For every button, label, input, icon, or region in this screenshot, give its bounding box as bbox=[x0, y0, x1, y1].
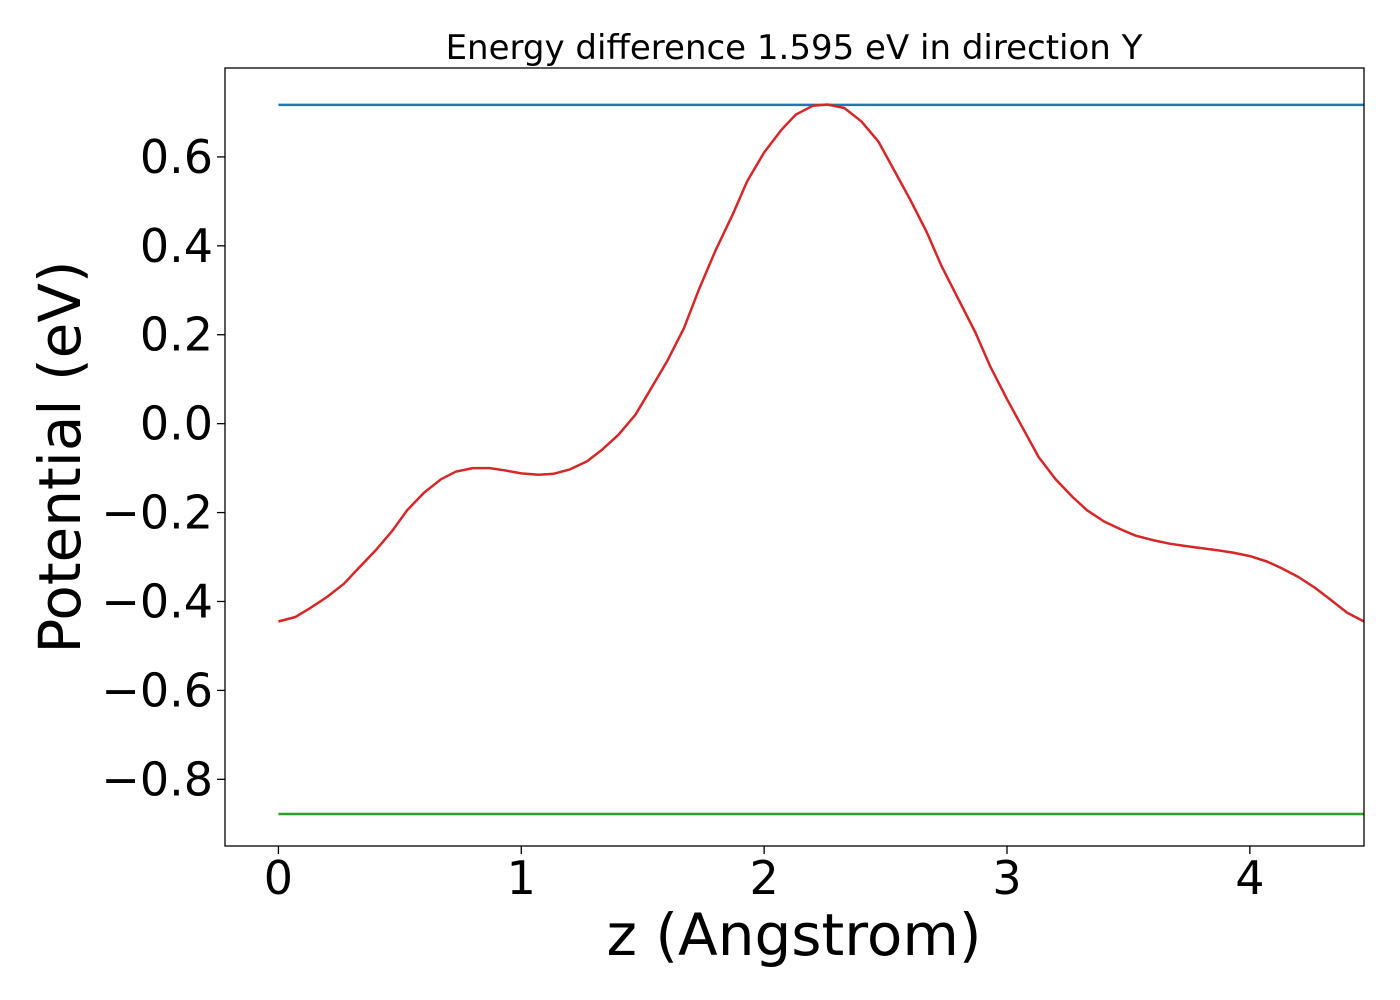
x-tick-label: 0 bbox=[264, 851, 293, 905]
y-tick-label: 0.4 bbox=[140, 219, 213, 273]
plot-frame bbox=[224, 67, 1365, 847]
x-tick-label: 1 bbox=[507, 851, 536, 905]
y-tick-label: −0.8 bbox=[101, 752, 213, 806]
y-tick-label: 0.0 bbox=[140, 397, 213, 451]
x-axis-ticks: 0 1 2 3 4 bbox=[264, 846, 1264, 905]
x-axis-label: z (Angstrom) bbox=[607, 901, 982, 969]
plot-lines bbox=[278, 103, 1365, 816]
x-tick-label: 2 bbox=[750, 851, 779, 905]
chart-title: Energy difference 1.595 eV in direction … bbox=[446, 28, 1143, 68]
y-tick-label: −0.4 bbox=[101, 574, 213, 628]
series-line-1 bbox=[278, 103, 1365, 623]
y-tick-label: −0.2 bbox=[101, 486, 213, 540]
y-axis-ticks: 0.6 0.4 0.2 0.0 −0.2 −0.4 −0.6 −0.8 bbox=[101, 130, 225, 806]
y-tick-label: −0.6 bbox=[101, 663, 213, 717]
y-tick-label: 0.2 bbox=[140, 308, 213, 362]
x-tick-label: 3 bbox=[992, 851, 1021, 905]
y-tick-label: 0.6 bbox=[140, 130, 213, 184]
x-tick-label: 4 bbox=[1235, 851, 1264, 905]
y-axis-label: Potential (eV) bbox=[26, 260, 94, 653]
